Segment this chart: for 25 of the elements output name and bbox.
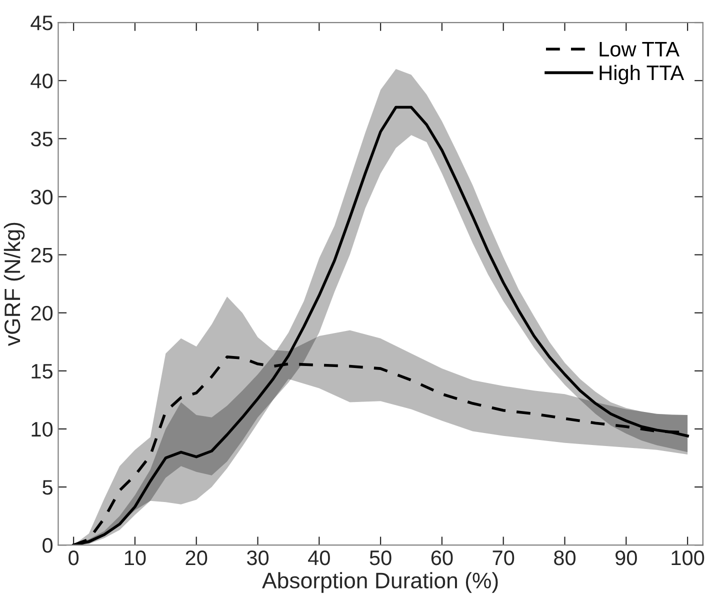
x-tick-label: 30 [246, 550, 269, 566]
y-tick-label: 35 [30, 132, 52, 146]
legend-label: High TTA [600, 64, 684, 84]
x-tick-label: 10 [124, 550, 146, 566]
x-tick-label: 40 [308, 550, 330, 566]
y-axis-title: vGRF (N/kg) [4, 222, 25, 346]
x-axis-title: Absorption Duration (%) [262, 572, 498, 593]
y-tick-label: 40 [30, 74, 53, 88]
y-tick-label: 15 [32, 364, 52, 379]
y-tick-label: 30 [30, 190, 53, 204]
y-tick-label: 20 [31, 306, 53, 321]
x-tick-label: 100 [672, 550, 704, 566]
x-tick-label: 70 [492, 550, 514, 566]
x-tick-label: 0 [68, 550, 79, 566]
y-tick-label: 25 [31, 248, 52, 263]
y-tick-label: 0 [42, 538, 53, 553]
x-tick-label: 20 [186, 550, 208, 566]
x-tick-label: 80 [554, 550, 576, 566]
y-tick-label: 45 [30, 16, 52, 30]
y-tick-label: 5 [42, 480, 52, 495]
y-tick-label: 10 [32, 422, 53, 437]
legend-label: Low TTA [600, 42, 680, 57]
x-tick-label: 60 [431, 550, 453, 566]
x-tick-label: 50 [370, 550, 392, 566]
x-tick-label: 90 [616, 550, 637, 566]
